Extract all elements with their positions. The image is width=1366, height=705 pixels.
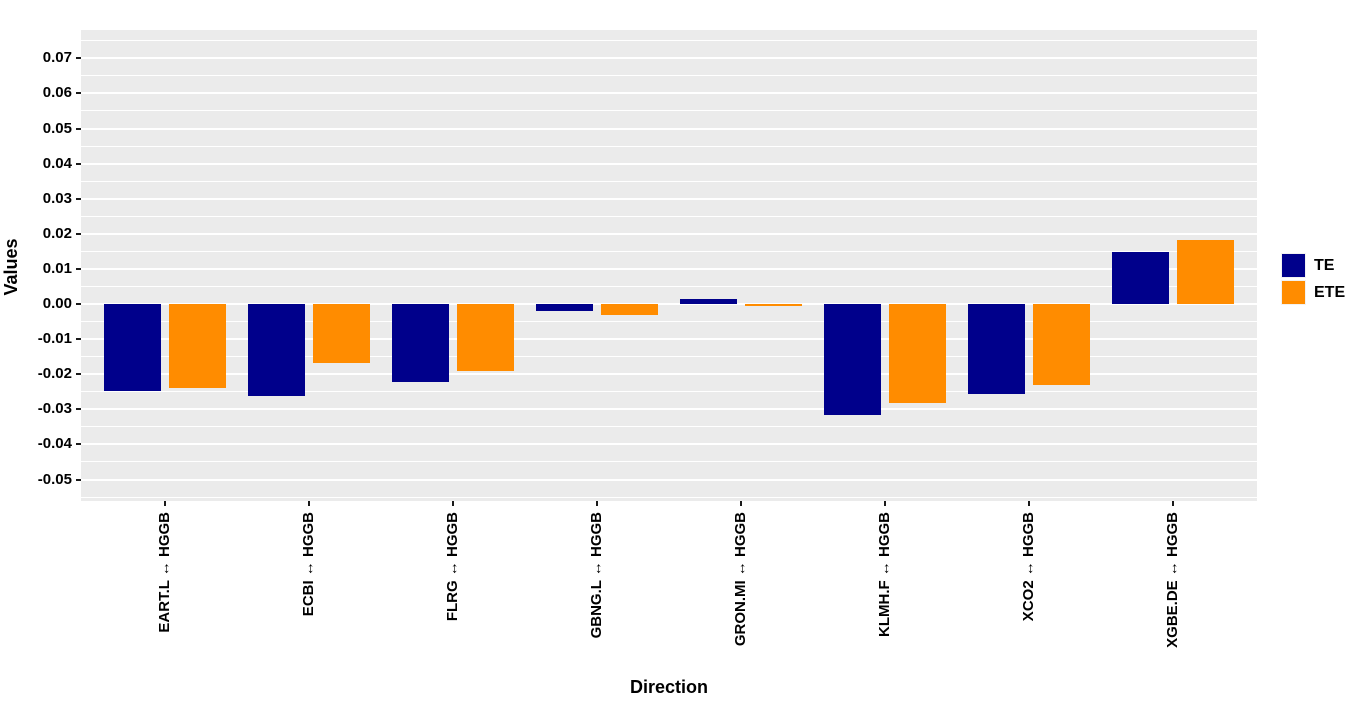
gridline-major: [81, 267, 1257, 270]
bar-ete-7: [1033, 304, 1090, 386]
y-tick-label-0.00: 0.00: [42, 295, 72, 312]
x-axis-title: Direction: [629, 677, 708, 697]
gridline-minor: [81, 180, 1257, 182]
bar-te-8: [1112, 251, 1169, 304]
bar-te-4: [536, 304, 593, 312]
x-tick-mark: [740, 501, 742, 506]
legend-swatch-ete: [1282, 281, 1305, 304]
x-tick-mark: [596, 501, 598, 506]
gridline-major: [81, 443, 1257, 446]
x-tick-label-7: XCO2 ↔ HGGB: [1020, 512, 1037, 622]
gridline-minor: [81, 285, 1257, 287]
y-tick-label-0.01: 0.01: [42, 259, 72, 277]
y-tick-mark: [76, 162, 81, 165]
bar-ete-4: [601, 304, 658, 316]
gridline-major: [81, 127, 1257, 130]
gridline-major: [81, 303, 1257, 305]
gridline-major: [81, 373, 1257, 376]
y-tick-mark: [76, 373, 81, 376]
x-tick-label-3: FLRG ↔ HGGB: [444, 512, 461, 622]
legend-label-ete: ETE: [1314, 284, 1346, 301]
gridline-minor: [81, 250, 1257, 252]
bar-ete-3: [457, 304, 514, 372]
bar-te-2: [248, 304, 305, 396]
bar-ete-6: [889, 304, 946, 404]
gridline-minor: [81, 321, 1257, 323]
gridline-minor: [81, 426, 1257, 428]
y-tick-label-0.05: 0.05: [42, 119, 72, 137]
gridline-minor: [81, 145, 1257, 147]
bar-te-3: [392, 304, 449, 382]
legend-key-ete: [1281, 280, 1306, 305]
gridline-minor: [81, 496, 1257, 498]
x-tick-mark: [1028, 501, 1030, 506]
y-tick-label-0.03: 0.03: [42, 189, 72, 207]
x-tick-label-2: ECBI ↔ HGGB: [300, 512, 317, 617]
x-tick-mark: [308, 501, 310, 506]
gridline-minor: [81, 75, 1257, 77]
y-tick-mark: [76, 197, 81, 200]
gridline-major: [81, 92, 1257, 95]
y-tick-mark: [76, 338, 81, 341]
bar-ete-2: [313, 304, 370, 364]
gridline-major: [81, 338, 1257, 341]
x-tick-mark: [1172, 501, 1174, 506]
x-tick-label-8: XGBE.DE ↔ HGGB: [1164, 512, 1181, 648]
y-tick-label--0.02: -0.02: [37, 365, 72, 383]
y-tick-mark: [76, 267, 81, 270]
y-tick-mark: [76, 57, 81, 60]
y-tick-label-0.07: 0.07: [42, 49, 72, 67]
x-tick-label-1: EART.L ↔ HGGB: [156, 512, 173, 633]
gridline-major: [81, 478, 1257, 481]
y-tick-label--0.05: -0.05: [37, 470, 72, 488]
gridline-minor: [81, 215, 1257, 217]
bar-te-6: [824, 304, 881, 416]
x-tick-mark: [452, 501, 454, 506]
x-tick-label-5: GRON.MI ↔ HGGB: [732, 512, 749, 647]
legend-label-te: TE: [1314, 257, 1335, 274]
bar-te-1: [104, 304, 161, 391]
bar-ete-5: [745, 304, 802, 306]
gridline-minor: [81, 356, 1257, 358]
gridline-major: [81, 197, 1257, 200]
y-tick-label--0.01: -0.01: [37, 330, 72, 348]
gridline-minor: [81, 40, 1257, 42]
gridline-major: [81, 162, 1257, 165]
gridline-minor: [81, 391, 1257, 393]
y-tick-mark: [76, 408, 81, 411]
x-tick-label-6: KLMH.F ↔ HGGB: [876, 512, 893, 637]
gridline-minor: [81, 110, 1257, 112]
y-tick-mark: [76, 232, 81, 235]
x-tick-mark: [884, 501, 886, 506]
y-tick-mark: [76, 478, 81, 481]
bar-ete-1: [169, 304, 226, 388]
y-tick-label--0.03: -0.03: [37, 400, 72, 418]
y-tick-label--0.04: -0.04: [37, 435, 72, 453]
y-tick-label-0.04: 0.04: [42, 154, 72, 172]
plot-panel: [81, 30, 1257, 501]
y-tick-mark: [76, 443, 81, 446]
y-tick-label-0.06: 0.06: [42, 84, 72, 102]
gridline-major: [81, 232, 1257, 235]
gridline-major: [81, 408, 1257, 411]
bar-ete-8: [1177, 239, 1234, 304]
legend-swatch-te: [1282, 254, 1305, 277]
y-tick-mark: [76, 92, 81, 95]
legend-key-te: [1281, 253, 1306, 278]
y-tick-label-0.02: 0.02: [42, 224, 72, 242]
gridline-minor: [81, 461, 1257, 463]
x-tick-mark: [164, 501, 166, 506]
bar-te-5: [680, 298, 737, 304]
y-tick-mark: [76, 303, 81, 305]
bar-te-7: [968, 304, 1025, 394]
x-tick-label-4: GBNG.L ↔ HGGB: [588, 512, 605, 639]
y-tick-mark: [76, 127, 81, 130]
gridline-major: [81, 57, 1257, 60]
